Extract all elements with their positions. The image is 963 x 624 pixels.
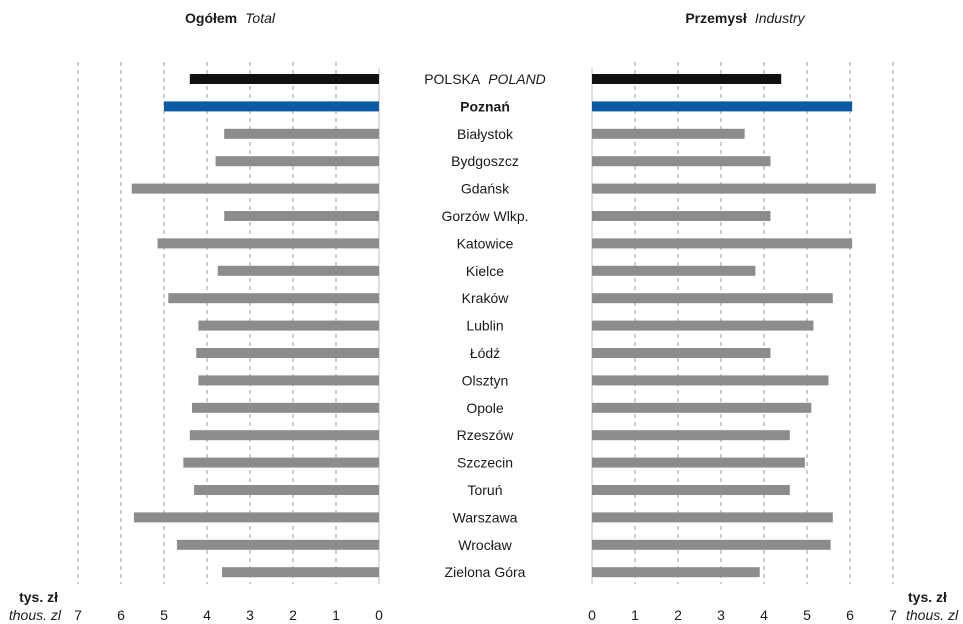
left-bar-8 (168, 293, 379, 304)
left-title-main: Ogółem (185, 10, 237, 26)
category-label-9: Lublin (466, 318, 503, 334)
left-bar-16 (133, 512, 379, 523)
right-unit-label: tys. zł (908, 589, 947, 605)
left-tick-label-3: 3 (246, 607, 254, 623)
left-tick-label-1: 1 (332, 607, 340, 623)
category-label-8: Kraków (462, 290, 510, 306)
category-label-16: Warszawa (453, 509, 518, 525)
right-bar-14 (592, 457, 805, 468)
left-bar-9 (198, 320, 379, 331)
category-label-10: Łódź (470, 345, 500, 361)
left-tick-label-7: 7 (74, 607, 82, 623)
category-label-5: Gorzów Wlkp. (441, 208, 528, 224)
right-unit-sublabel: thous. zl (906, 607, 959, 623)
right-tick-label-5: 5 (803, 607, 811, 623)
right-bar-17 (592, 539, 831, 550)
category-label-0: POLSKA POLAND (424, 71, 546, 87)
right-tick-label-3: 3 (717, 607, 725, 623)
right-bar-8 (592, 293, 833, 304)
right-bar-11 (592, 375, 829, 386)
category-label-7: Kielce (466, 263, 504, 279)
right-tick-label-4: 4 (760, 607, 768, 623)
category-label-13: Rzeszów (457, 427, 515, 443)
left-panel-title: Ogółem Total (185, 10, 276, 26)
category-label-15: Toruń (467, 482, 502, 498)
category-label-12: Opole (466, 400, 504, 416)
right-bar-7 (592, 265, 756, 276)
category-label-3: Bydgoszcz (451, 153, 519, 169)
bars-layer (131, 74, 876, 578)
right-panel-title: Przemysł Industry (685, 10, 805, 26)
category-label-6: Katowice (457, 235, 514, 251)
category-label-2: Białystok (457, 126, 514, 142)
left-unit-label: tys. zł (19, 589, 58, 605)
right-bar-6 (592, 238, 853, 249)
left-bar-5 (224, 211, 379, 221)
right-tick-label-1: 1 (631, 607, 639, 623)
right-bar-15 (592, 485, 790, 495)
left-bar-11 (198, 375, 379, 386)
left-bar-17 (176, 539, 379, 550)
left-bar-15 (194, 485, 379, 495)
right-bar-5 (592, 211, 771, 221)
left-bar-14 (183, 457, 379, 468)
left-bar-13 (189, 430, 379, 441)
right-bar-16 (592, 512, 833, 523)
category-label-11: Olsztyn (462, 372, 509, 388)
left-bar-6 (157, 238, 379, 249)
right-bar-1 (592, 101, 853, 112)
right-tick-label-6: 6 (846, 607, 854, 623)
left-bar-18 (222, 567, 379, 578)
right-bar-0 (592, 74, 782, 84)
right-bar-12 (592, 402, 812, 413)
left-tick-label-5: 5 (160, 607, 168, 623)
category-label-18: Zielona Góra (445, 564, 526, 580)
right-tick-label-2: 2 (674, 607, 682, 623)
left-tick-label-4: 4 (203, 607, 211, 623)
right-tick-label-7: 7 (889, 607, 897, 623)
left-bar-7 (217, 265, 379, 276)
right-bar-10 (592, 348, 771, 358)
left-tick-label-2: 2 (289, 607, 297, 623)
left-bar-10 (196, 348, 379, 358)
left-tick-label-0: 0 (375, 607, 383, 623)
right-bar-4 (592, 183, 876, 194)
left-bar-12 (191, 402, 379, 413)
category-label-1: Poznań (460, 98, 510, 114)
left-tick-label-6: 6 (117, 607, 125, 623)
category-label-14: Szczecin (457, 455, 513, 471)
category-label-4: Gdańsk (461, 181, 510, 197)
left-bar-1 (164, 101, 379, 112)
labels-layer: 0 1 2 3 4 5 6 7 0 1 2 3 4 5 6 7 POLSKA POLAND Poznań Białys… (74, 71, 897, 623)
right-tick-label-0: 0 (588, 607, 596, 623)
right-bar-13 (592, 430, 790, 441)
right-bar-3 (592, 156, 771, 167)
left-unit-sublabel: thous. zl (9, 607, 62, 623)
left-bar-3 (215, 156, 379, 167)
left-bar-0 (189, 74, 379, 84)
grid-layer (77, 62, 894, 584)
left-bar-2 (224, 128, 379, 139)
right-title-sub: Industry (755, 10, 806, 26)
right-bar-2 (592, 128, 745, 139)
right-title-main: Przemysł (685, 10, 747, 26)
right-bar-18 (592, 567, 760, 578)
left-bar-4 (131, 183, 379, 194)
category-label-17: Wrocław (458, 537, 512, 553)
right-bar-9 (592, 320, 814, 331)
left-title-sub: Total (245, 10, 276, 26)
